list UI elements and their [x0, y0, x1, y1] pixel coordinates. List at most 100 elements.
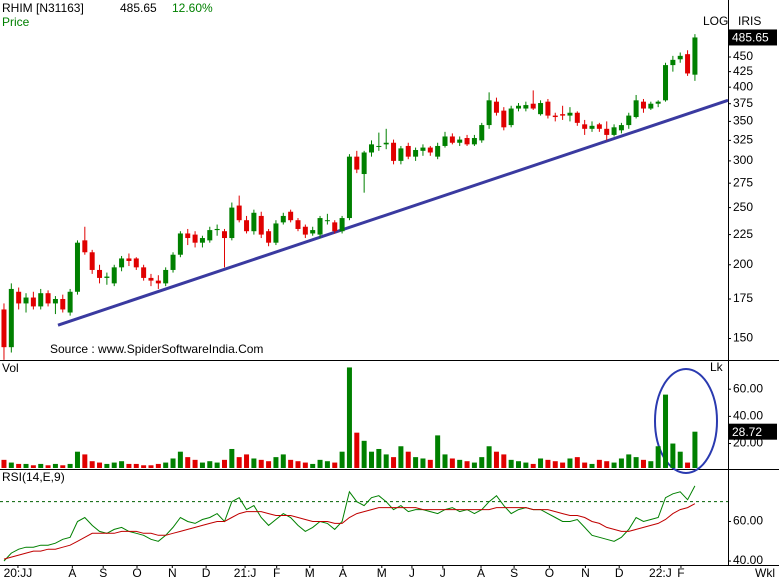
volume-bar: [1, 459, 7, 468]
candle-body: [368, 144, 374, 153]
volume-bar: [626, 454, 632, 468]
volume-bar: [611, 462, 617, 468]
volume-bar: [618, 458, 624, 468]
volume-bar: [442, 454, 448, 468]
volume-bar: [126, 463, 132, 468]
volume-bar: [670, 443, 676, 468]
volume-bar: [185, 457, 191, 468]
y-tick-label: 175: [733, 291, 753, 305]
volume-bar: [648, 461, 654, 468]
candle-body: [155, 280, 161, 284]
x-tick-label: 21:J: [234, 566, 257, 580]
volume-bar: [192, 459, 198, 468]
rsi-line: [3, 485, 696, 562]
candle-body: [89, 252, 95, 270]
brand: IRIS: [738, 14, 761, 28]
volume-bar: [560, 462, 566, 468]
volume-bar: [67, 463, 73, 468]
y-tick-label: 300: [733, 153, 753, 167]
candle-body: [74, 242, 80, 292]
y-tick-label: 250: [733, 200, 753, 214]
volume-bar: [361, 440, 367, 468]
x-tick-label: M: [377, 566, 387, 580]
volume-bar: [97, 462, 103, 468]
volume-bar: [339, 451, 345, 468]
candle-body: [302, 226, 308, 235]
candle-body: [126, 258, 132, 261]
candle-body: [545, 101, 551, 116]
x-tick-label: N: [581, 566, 590, 580]
volume-bar: [288, 459, 294, 468]
volume-bar: [413, 457, 419, 468]
volume-bar: [567, 458, 573, 468]
y-tick-label: 375: [733, 96, 753, 110]
candle-body: [493, 101, 499, 113]
candle-body: [177, 233, 183, 255]
y-tick-label: 40.00: [733, 409, 763, 423]
candle-body: [214, 228, 220, 231]
volume-bar: [266, 461, 272, 468]
volume-bar: [501, 454, 507, 468]
volume-bar: [244, 454, 250, 468]
candle-body: [111, 267, 117, 284]
candle-body: [648, 103, 654, 109]
unit-label: Lk: [710, 360, 724, 374]
x-tick-label: M: [305, 566, 315, 580]
candle-body: [486, 100, 492, 126]
volume-bar: [317, 459, 323, 468]
y-tick-label: 425: [733, 64, 753, 78]
candle-body: [52, 298, 58, 304]
volume-bar: [383, 454, 389, 468]
candle-body: [354, 156, 360, 170]
volume-bar: [435, 435, 441, 468]
volume-bar: [302, 462, 308, 468]
volume-bar: [508, 459, 514, 468]
candle-body: [574, 112, 580, 123]
rsi-line: [3, 503, 696, 560]
candle-body: [251, 212, 257, 232]
candle-body: [141, 267, 147, 278]
candle-body: [361, 152, 367, 175]
volume-bar: [655, 446, 661, 468]
candle-body: [1, 309, 7, 348]
volume-bar: [486, 446, 492, 468]
candle-body: [538, 103, 544, 115]
volume-bar: [104, 463, 110, 468]
volume-bar: [170, 458, 176, 468]
volume-bar: [89, 461, 95, 468]
candle-body: [339, 218, 345, 232]
candle-body: [663, 65, 669, 101]
candle-body: [221, 231, 227, 239]
volume-bar: [471, 462, 477, 468]
volume-bar: [111, 462, 117, 468]
candle-body: [16, 291, 22, 304]
candle-body: [346, 156, 352, 219]
scale-label: LOG: [703, 14, 728, 28]
volume-bar: [258, 459, 264, 468]
y-tick-label: 40.00: [733, 553, 763, 567]
candle-body: [508, 108, 514, 126]
candle-body: [405, 145, 411, 157]
volume-bar: [589, 463, 595, 468]
candle-body: [640, 101, 646, 109]
volume-bar: [199, 462, 205, 468]
y-tick-label: 350: [733, 114, 753, 128]
volume-bar: [685, 462, 691, 468]
volume-bar: [677, 451, 683, 468]
candle-body: [310, 230, 316, 234]
x-tick-label: J: [409, 566, 415, 580]
x-tick-label: 20:JJ: [4, 566, 33, 580]
volume-bar: [552, 461, 558, 468]
candle-body: [133, 258, 139, 268]
candle-body: [97, 269, 103, 278]
candle-body: [567, 112, 573, 116]
value-box: [729, 29, 777, 46]
x-tick-label: D: [615, 566, 624, 580]
candle-body: [604, 128, 610, 135]
candle-body: [192, 234, 198, 243]
volume-bar: [163, 462, 169, 468]
x-tick-label: 22:J: [649, 566, 672, 580]
volume-bar: [596, 459, 602, 468]
volume-bar: [420, 458, 426, 468]
